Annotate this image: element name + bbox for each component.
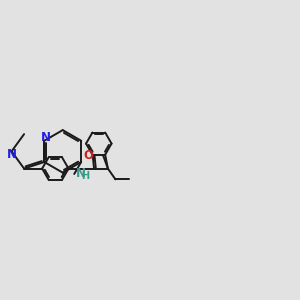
Text: O: O — [83, 149, 93, 162]
Text: N: N — [76, 167, 86, 180]
Text: H: H — [81, 171, 90, 181]
Text: N: N — [7, 148, 16, 161]
Text: N: N — [41, 131, 51, 144]
